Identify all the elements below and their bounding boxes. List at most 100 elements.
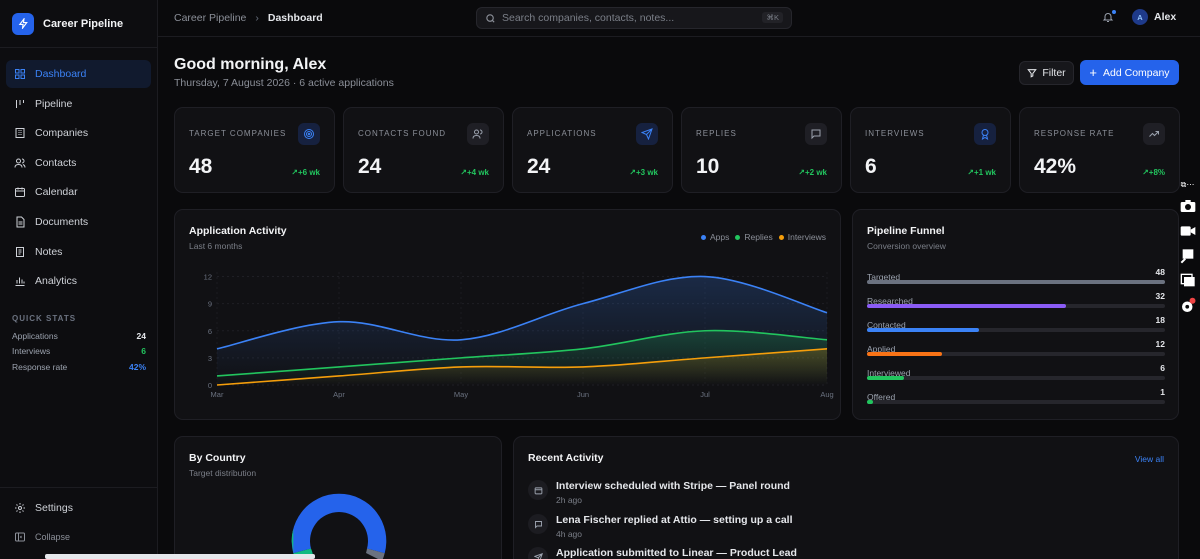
camera-icon[interactable] bbox=[1178, 197, 1197, 215]
donut-chart bbox=[291, 493, 387, 559]
trending-up-icon: ↗ bbox=[460, 168, 467, 177]
sidebar-item-analytics[interactable]: Analytics bbox=[6, 267, 151, 295]
funnel-label: Targeted bbox=[867, 272, 901, 282]
filter-button[interactable]: Filter bbox=[1019, 61, 1074, 85]
country-title: By Country bbox=[189, 452, 246, 464]
chart-subtitle: Last 6 months bbox=[189, 241, 243, 251]
stat-card-interviews[interactable]: INTERVIEWS 6 ↗+1 wk bbox=[850, 107, 1011, 193]
funnel-label: Researched bbox=[867, 296, 913, 306]
collapse-button[interactable]: Collapse bbox=[6, 523, 151, 551]
breadcrumb-root[interactable]: Career Pipeline bbox=[174, 12, 247, 24]
stat-delta: ↗+4 wk bbox=[460, 168, 489, 177]
stat-card-contacts-found[interactable]: CONTACTS FOUND 24 ↗+4 wk bbox=[343, 107, 504, 193]
brand[interactable]: Career Pipeline bbox=[0, 0, 157, 48]
stat-label: TARGET COMPANIES bbox=[189, 129, 287, 138]
stat-value: 24 bbox=[358, 155, 382, 178]
funnel-bar bbox=[867, 376, 905, 380]
stat-delta-text: +1 wk bbox=[973, 168, 996, 177]
lightning-icon bbox=[12, 12, 34, 35]
legend-item-interviews[interactable]: Interviews bbox=[778, 232, 826, 242]
sidebar: Career Pipeline Dashboard Pipeline Compa… bbox=[0, 0, 158, 559]
notifications-button[interactable] bbox=[1102, 10, 1116, 24]
sidebar-item-label: Analytics bbox=[35, 275, 78, 288]
activity-text: Interview scheduled with Stripe — Panel … bbox=[556, 480, 790, 492]
quick-stat-label: Applications bbox=[12, 331, 58, 341]
award-icon bbox=[974, 123, 996, 145]
x-tick-label: Aug bbox=[820, 390, 833, 399]
recent-title: Recent Activity bbox=[528, 452, 604, 464]
quick-stat-label: Interviews bbox=[12, 346, 51, 356]
stat-delta-text: +8% bbox=[1148, 168, 1165, 177]
stat-delta: ↗+1 wk bbox=[967, 168, 996, 177]
stat-card-replies[interactable]: REPLIES 10 ↗+2 wk bbox=[681, 107, 842, 193]
quick-stat-label: Response rate bbox=[12, 362, 68, 372]
windows-icon[interactable] bbox=[1178, 272, 1197, 290]
note-icon bbox=[16, 246, 24, 257]
y-tick-label: 6 bbox=[208, 327, 212, 336]
bell-icon bbox=[1102, 13, 1114, 22]
topbar: Career Pipeline › Dashboard ⌘K A Alex bbox=[158, 0, 1200, 37]
series-line-replies bbox=[216, 329, 828, 377]
stat-label: RESPONSE RATE bbox=[1034, 129, 1115, 138]
stat-value: 24 bbox=[527, 155, 551, 178]
stat-card-applications[interactable]: APPLICATIONS 24 ↗+3 wk bbox=[512, 107, 673, 193]
settings-badge-icon[interactable] bbox=[1178, 297, 1197, 315]
edit-icon[interactable] bbox=[1178, 247, 1197, 265]
x-tick-label: Jul bbox=[700, 390, 710, 399]
gear-icon bbox=[15, 502, 25, 513]
sidebar-item-dashboard[interactable]: Dashboard bbox=[6, 60, 151, 88]
stat-card-target-companies[interactable]: TARGET COMPANIES 48 ↗+6 wk bbox=[174, 107, 335, 193]
sidebar-item-pipeline[interactable]: Pipeline bbox=[6, 90, 151, 118]
stat-value: 10 bbox=[696, 155, 720, 178]
bar-chart-icon bbox=[15, 277, 25, 287]
send-icon bbox=[636, 123, 658, 145]
message-icon bbox=[805, 123, 827, 145]
sidebar-item-calendar[interactable]: Calendar bbox=[6, 178, 151, 206]
add-company-button[interactable]: + Add Company bbox=[1080, 60, 1179, 85]
stat-delta: ↗+6 wk bbox=[291, 168, 320, 177]
search-input[interactable] bbox=[502, 12, 752, 24]
trending-up-icon: ↗ bbox=[291, 168, 298, 177]
toolbar-menu-icon[interactable]: ⧉⋯ bbox=[1180, 180, 1195, 189]
filter-icon bbox=[1027, 69, 1038, 78]
quick-stat-value: 42% bbox=[128, 362, 146, 372]
recent-activity-card: Recent Activity View all Interview sched… bbox=[513, 436, 1179, 559]
view-all-link[interactable]: View all bbox=[1134, 454, 1164, 464]
sidebar-item-label: Calendar bbox=[35, 186, 78, 199]
country-subtitle: Target distribution bbox=[189, 468, 257, 478]
legend-item-replies[interactable]: Replies bbox=[735, 232, 773, 242]
funnel-track bbox=[867, 328, 1165, 332]
horizontal-scrollbar[interactable] bbox=[45, 554, 315, 559]
user-menu[interactable]: A Alex bbox=[1132, 9, 1176, 25]
sidebar-nav: Dashboard Pipeline Companies Contacts Ca… bbox=[0, 60, 157, 295]
search-bar[interactable]: ⌘K bbox=[476, 7, 792, 29]
sidebar-item-contacts[interactable]: Contacts bbox=[6, 149, 151, 177]
sidebar-item-settings[interactable]: Settings bbox=[6, 494, 151, 522]
stat-label: INTERVIEWS bbox=[865, 129, 925, 138]
y-tick-label: 12 bbox=[204, 273, 212, 282]
sidebar-item-companies[interactable]: Companies bbox=[6, 119, 151, 147]
stat-delta-text: +4 wk bbox=[466, 168, 489, 177]
video-icon[interactable] bbox=[1178, 222, 1197, 240]
trending-up-icon: ↗ bbox=[798, 168, 805, 177]
stat-label: CONTACTS FOUND bbox=[358, 129, 447, 138]
stat-delta: ↗+3 wk bbox=[629, 168, 658, 177]
funnel-bar bbox=[867, 352, 942, 356]
legend-item-apps[interactable]: Apps bbox=[701, 232, 729, 242]
donut-slice bbox=[291, 493, 387, 554]
document-icon bbox=[16, 216, 25, 228]
stat-value: 6 bbox=[865, 155, 877, 178]
floating-toolbar: ⧉⋯ bbox=[1175, 180, 1200, 320]
funnel-bar bbox=[867, 328, 979, 332]
stat-card-response-rate[interactable]: RESPONSE RATE 42% ↗+8% bbox=[1019, 107, 1180, 193]
stat-label: APPLICATIONS bbox=[527, 129, 597, 138]
funnel-track bbox=[867, 280, 1165, 284]
trending-up-icon: ↗ bbox=[967, 168, 974, 177]
funnel-bar bbox=[867, 304, 1066, 308]
collapse-label: Collapse bbox=[35, 532, 71, 543]
stat-delta-text: +3 wk bbox=[635, 168, 658, 177]
stat-delta: ↗+2 wk bbox=[798, 168, 827, 177]
sidebar-item-notes[interactable]: Notes bbox=[6, 238, 151, 266]
sidebar-item-documents[interactable]: Documents bbox=[6, 208, 151, 236]
quick-stat-applications: Applications 24 bbox=[12, 331, 146, 341]
